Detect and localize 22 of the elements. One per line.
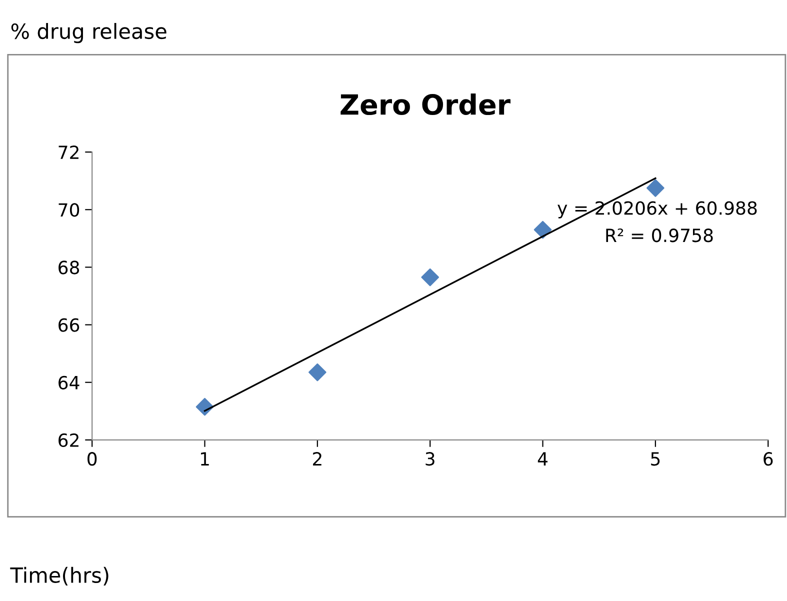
x-tick-label: 1 — [200, 452, 209, 466]
x-tick-label: 2 — [313, 452, 322, 466]
x-tick-label: 6 — [764, 452, 773, 466]
y-tick-label: 70 — [58, 203, 80, 217]
x-axis-title: Time(hrs) — [10, 566, 108, 586]
annotation: y = 2.0206x + 60.988 — [558, 201, 757, 218]
y-tick-label: 66 — [58, 318, 80, 332]
x-tick-label: 4 — [538, 452, 548, 466]
x-tick-label: 0 — [88, 452, 97, 466]
y-tick-label: 62 — [58, 433, 78, 448]
y-tick-label: 72 — [58, 146, 78, 159]
chart-title: Zero Order — [340, 94, 510, 116]
x-tick-label: 5 — [651, 452, 660, 466]
point — [421, 268, 440, 286]
y-axis-title: % drug release — [11, 22, 166, 44]
annotation: R² = 0.9758 — [606, 228, 713, 242]
y-tick-label: 64 — [58, 376, 80, 390]
y-tick-label: 68 — [58, 260, 80, 274]
point — [308, 363, 326, 382]
x-tick-label: 3 — [426, 452, 434, 466]
point — [534, 220, 552, 239]
point — [646, 179, 664, 197]
